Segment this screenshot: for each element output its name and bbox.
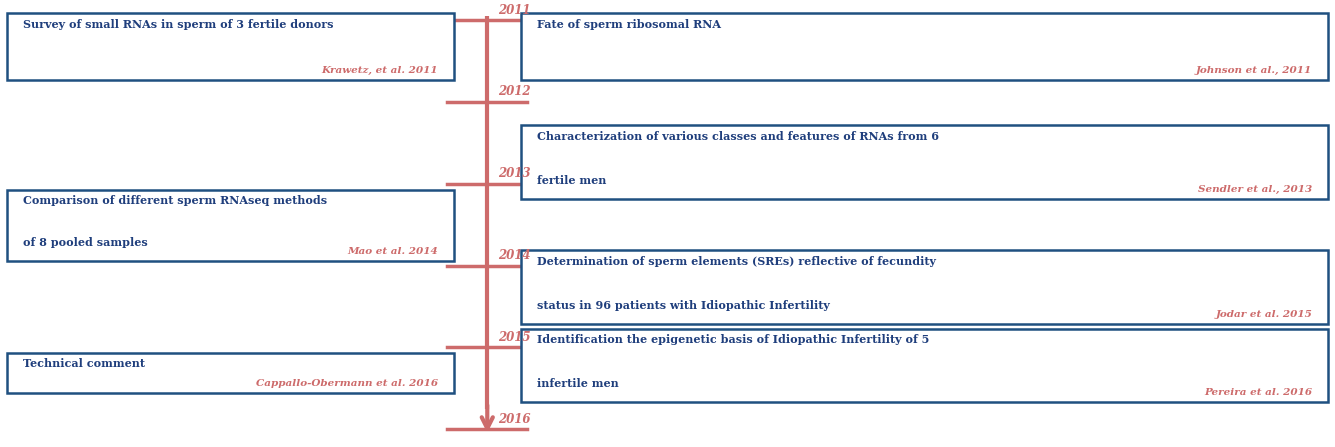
Text: Survey of small RNAs in sperm of 3 fertile donors: Survey of small RNAs in sperm of 3 ferti… <box>23 19 334 30</box>
Text: 2016: 2016 <box>498 413 530 426</box>
Text: Johnson et al., 2011: Johnson et al., 2011 <box>1196 66 1312 75</box>
Text: 2012: 2012 <box>498 85 530 98</box>
FancyBboxPatch shape <box>521 13 1328 80</box>
Text: Technical comment: Technical comment <box>23 358 144 370</box>
Text: status in 96 patients with Idiopathic Infertility: status in 96 patients with Idiopathic In… <box>537 299 829 311</box>
Text: Cappallo-Obermann et al. 2016: Cappallo-Obermann et al. 2016 <box>256 379 438 388</box>
Text: 2011: 2011 <box>498 4 530 17</box>
Text: 2015: 2015 <box>498 331 530 344</box>
Text: fertile men: fertile men <box>537 174 606 186</box>
Text: of 8 pooled samples: of 8 pooled samples <box>23 237 147 248</box>
FancyBboxPatch shape <box>521 125 1328 199</box>
FancyBboxPatch shape <box>521 329 1328 402</box>
Text: Fate of sperm ribosomal RNA: Fate of sperm ribosomal RNA <box>537 19 721 30</box>
Text: Identification the epigenetic basis of Idiopathic Infertility of 5: Identification the epigenetic basis of I… <box>537 334 929 345</box>
Text: 2014: 2014 <box>498 249 530 262</box>
Text: Jodar et al. 2015: Jodar et al. 2015 <box>1215 310 1312 319</box>
FancyBboxPatch shape <box>7 190 454 261</box>
Text: Sendler et al., 2013: Sendler et al., 2013 <box>1197 185 1312 194</box>
Text: Comparison of different sperm RNAseq methods: Comparison of different sperm RNAseq met… <box>23 195 327 207</box>
FancyBboxPatch shape <box>7 353 454 393</box>
Text: Mao et al. 2014: Mao et al. 2014 <box>347 247 438 256</box>
Text: infertile men: infertile men <box>537 378 618 389</box>
Text: Characterization of various classes and features of RNAs from 6: Characterization of various classes and … <box>537 131 939 142</box>
Text: Determination of sperm elements (SREs) reflective of fecundity: Determination of sperm elements (SREs) r… <box>537 256 936 267</box>
Text: 2013: 2013 <box>498 167 530 180</box>
FancyBboxPatch shape <box>521 250 1328 324</box>
Text: Krawetz, et al. 2011: Krawetz, et al. 2011 <box>322 66 438 75</box>
FancyBboxPatch shape <box>7 13 454 80</box>
Text: Pereira et al. 2016: Pereira et al. 2016 <box>1204 388 1312 397</box>
